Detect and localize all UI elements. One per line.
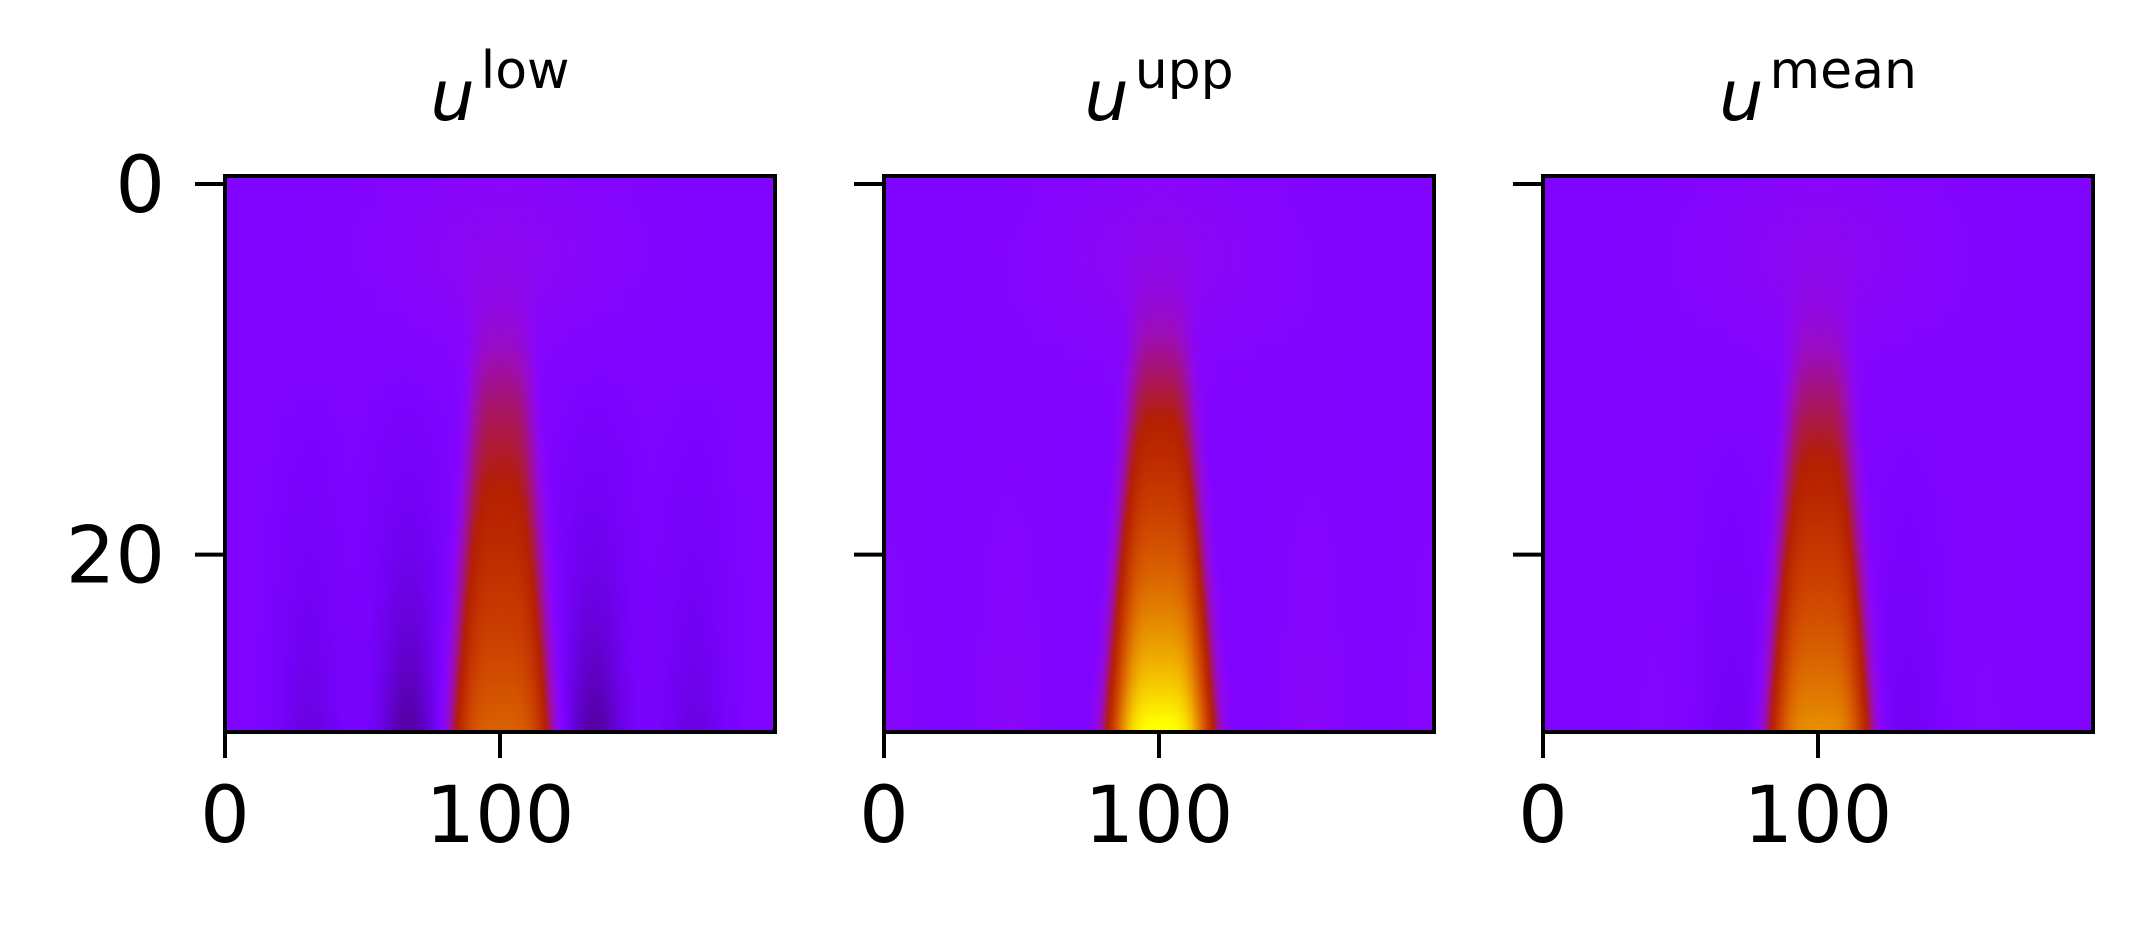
heatmap-panel-low: u low 0 100 0 20 — [66, 41, 777, 861]
heatmap-image — [1543, 176, 2093, 732]
title-superscript: low — [481, 41, 570, 101]
panel-title: u mean — [1719, 41, 1917, 137]
title-base: u — [1719, 55, 1763, 137]
heatmap-image — [884, 176, 1434, 732]
heatmap-panel-mean: u mean 0 100 — [1513, 41, 2095, 861]
title-superscript: mean — [1769, 41, 1916, 101]
title-superscript: upp — [1135, 41, 1234, 101]
x-tick-label: 0 — [200, 771, 250, 861]
x-tick-label: 100 — [1085, 771, 1234, 861]
title-base: u — [430, 55, 474, 137]
heatmap-image — [225, 176, 775, 732]
heatmap-panel-upp: u upp 0 100 — [854, 41, 1436, 861]
panel-title: u upp — [1084, 41, 1233, 137]
title-base: u — [1084, 55, 1128, 137]
panel-title: u low — [430, 41, 569, 137]
y-tick-label: 20 — [66, 512, 165, 602]
x-tick-label: 100 — [1744, 771, 1893, 861]
x-tick-label: 0 — [1518, 771, 1568, 861]
x-tick-label: 0 — [859, 771, 909, 861]
y-tick-label: 0 — [115, 141, 165, 231]
x-tick-label: 100 — [426, 771, 575, 861]
